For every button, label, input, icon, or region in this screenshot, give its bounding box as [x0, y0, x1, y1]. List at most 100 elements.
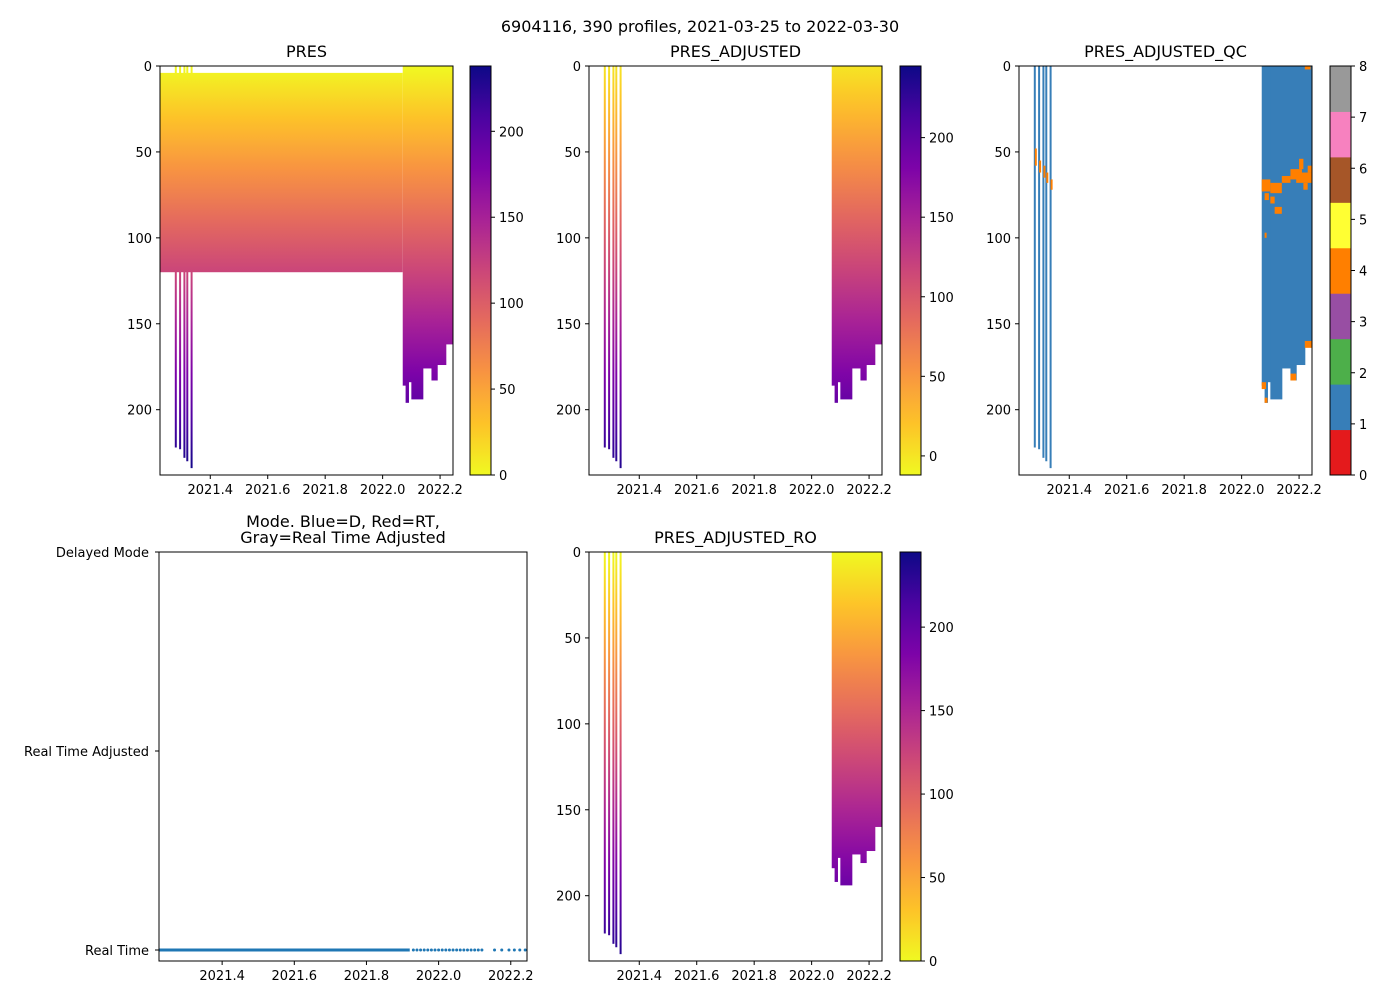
heatmap-pres	[160, 66, 454, 469]
colorbar-tick-label: 3	[1359, 316, 1367, 331]
colorbar-tick-label: 100	[929, 291, 954, 306]
deep-profile-segment	[834, 552, 838, 882]
qc-deep-segment	[1267, 66, 1271, 383]
qc-flag4-cell	[1296, 172, 1312, 183]
qc-flag4-cell	[1270, 196, 1275, 204]
y-tick-label: 200	[556, 404, 581, 419]
heatmap-pres_adjusted	[603, 66, 883, 469]
profile-spike	[603, 552, 606, 934]
qc-deep-segment	[1296, 66, 1306, 366]
axes-frame	[588, 65, 883, 476]
qc-flag4-cell	[1304, 66, 1311, 70]
y-tick-label: 100	[556, 232, 581, 247]
panel-title: PRES	[286, 42, 327, 61]
x-tick-label: 2021.4	[617, 969, 663, 984]
qc-colorbar-swatch	[1330, 202, 1351, 249]
colorbar-frame	[899, 65, 922, 476]
deep-profile-segment	[405, 66, 409, 403]
mode-point	[433, 948, 437, 952]
y-tick-label: 150	[556, 318, 581, 333]
profile-spike	[612, 66, 615, 458]
deep-profile-segment	[437, 66, 447, 366]
qc-flag4-cell	[1290, 373, 1297, 381]
qc-flag4-cell	[1261, 382, 1267, 390]
x-tick-label: 2022.0	[360, 483, 406, 498]
x-tick-label: 2021.8	[344, 969, 390, 984]
panel-pres_adjusted: PRES_ADJUSTED 2021.4 2021.6 2021.8 2022.0 202…	[556, 42, 954, 498]
profile-spike	[183, 66, 186, 458]
deep-profile-segment	[874, 552, 883, 827]
profile-spike	[615, 552, 618, 948]
mode-point	[493, 948, 497, 952]
deep-profile-segment	[860, 552, 867, 864]
y-tick-label: 50	[564, 146, 581, 161]
qc-profile-spike	[1049, 66, 1052, 469]
mode-point	[437, 948, 441, 952]
heatmap-pres_adjusted_qc	[1033, 66, 1313, 469]
x-tick-label: 2021.4	[617, 483, 663, 498]
deep-profile-segment	[866, 552, 876, 852]
panel-pres: PRES 2021.4 2021.6 2021.8 2022.0 2022.2 0 50 100…	[127, 42, 524, 498]
colorbar-tick-label: 2	[1359, 367, 1367, 382]
colorbar-tick-label: 0	[929, 955, 937, 970]
colorbar-tick-label: 0	[929, 450, 937, 465]
mode-point	[512, 948, 516, 952]
colorbar-tick-label: 5	[1359, 213, 1367, 228]
qc-flag4-cell	[1264, 397, 1268, 403]
x-tick-label: 2022.2	[488, 969, 534, 984]
colorbar-tick-label: 0	[499, 469, 507, 484]
mode-point	[480, 948, 484, 952]
shallow-band	[160, 72, 403, 273]
x-tick-label: 2021.6	[1104, 483, 1150, 498]
y-tick-label: 50	[564, 632, 581, 647]
deep-profile-segment	[866, 66, 876, 366]
profile-spike	[179, 66, 182, 450]
x-tick-label: 2022.0	[416, 969, 462, 984]
x-tick-label: 2021.8	[731, 969, 777, 984]
profile-spike	[612, 552, 615, 944]
x-tick-label: 2021.6	[245, 483, 291, 498]
qc-deep-segment	[1281, 66, 1291, 369]
profile-spike	[619, 552, 622, 955]
mode-point	[462, 948, 466, 952]
qc-colorbar-swatch	[1330, 156, 1351, 203]
x-tick-label: 2022.2	[1276, 483, 1322, 498]
panel-title: PRES_ADJUSTED_RO	[654, 528, 817, 548]
y-category-label: Real Time Adjusted	[24, 745, 149, 760]
colorbar-tick-label: 150	[929, 705, 954, 720]
y-tick-label: 0	[144, 60, 152, 75]
panel-mode: Mode. Blue=D, Red=RT,Gray=Real Time Adju…	[24, 512, 534, 984]
y-tick-label: 100	[556, 718, 581, 733]
qc-flag4-cell	[1299, 158, 1304, 170]
axes-frame	[159, 65, 454, 476]
deep-profile-segment	[411, 66, 424, 400]
colorbar-tick-label: 7	[1359, 111, 1367, 126]
y-tick-label: 0	[573, 546, 581, 561]
deep-profile-segment	[874, 66, 883, 345]
colorbar	[900, 552, 921, 961]
profile-spike	[190, 66, 193, 469]
mode-point	[444, 948, 448, 952]
panel-title: PRES_ADJUSTED	[670, 42, 801, 62]
colorbar-tick-label: 50	[929, 370, 946, 385]
deep-profile-segment	[837, 66, 841, 383]
profile-spike	[608, 552, 611, 936]
qc-profile-spike	[1045, 66, 1048, 462]
qc-deep-segment	[1261, 66, 1266, 386]
qc-colorbar-swatch	[1330, 66, 1351, 112]
qc-colorbar-swatch	[1330, 338, 1351, 385]
deep-profile-segment	[837, 552, 841, 858]
mode-point	[455, 948, 459, 952]
mode-point	[523, 948, 527, 952]
x-tick-label: 2021.8	[731, 483, 777, 498]
colorbar-tick-label: 0	[1359, 469, 1367, 484]
deep-profile-segment	[445, 66, 454, 345]
colorbar-tick-label: 6	[1359, 162, 1367, 177]
colorbar-tick-label: 200	[499, 125, 524, 140]
y-category-label: Real Time	[85, 944, 149, 959]
qc-flag4-cell	[1261, 179, 1271, 192]
mode-point	[419, 948, 423, 952]
y-tick-label: 150	[556, 804, 581, 819]
deep-profile-segment	[431, 66, 438, 381]
